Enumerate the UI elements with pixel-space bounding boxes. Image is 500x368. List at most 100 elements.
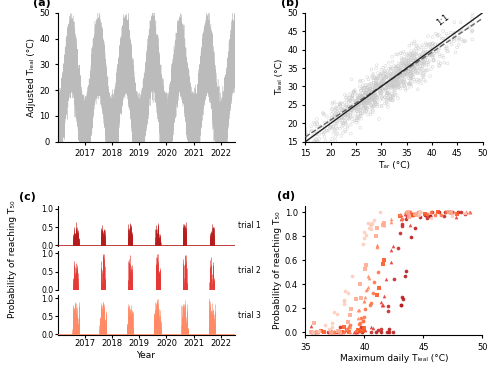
Point [425, 41, 433, 47]
Point [442, 209, 450, 215]
Point [389, 92, 397, 98]
Point [447, 209, 455, 215]
Point [420, 56, 428, 61]
Point [408, 73, 416, 79]
Point [357, 100, 365, 106]
Point [385, 84, 393, 90]
Point [429, 40, 437, 46]
Point [346, 312, 354, 318]
Point [313, 116, 321, 122]
Point [365, 95, 373, 101]
Point [362, 101, 370, 107]
Point [406, 62, 414, 68]
Point [302, 138, 310, 144]
Point [407, 72, 415, 78]
Point [353, 92, 361, 98]
Point [446, 39, 454, 45]
Point [407, 81, 415, 87]
Point [326, 124, 334, 130]
Point [400, 72, 408, 78]
Point [394, 85, 402, 91]
Point [382, 87, 390, 93]
Point [326, 139, 334, 145]
Point [373, 62, 381, 68]
Point [402, 58, 410, 64]
Point [410, 54, 418, 60]
Point [401, 64, 409, 70]
Point [408, 69, 416, 75]
Point [396, 69, 404, 75]
Point [435, 209, 443, 215]
Point [374, 77, 382, 83]
Point [397, 50, 405, 56]
Point [392, 77, 400, 83]
Point [415, 78, 423, 84]
Point [329, 109, 337, 115]
Point [393, 92, 401, 98]
Point [358, 329, 366, 335]
Point [444, 209, 452, 215]
Point [356, 111, 364, 117]
Point [320, 123, 328, 129]
Point [406, 70, 414, 76]
Point [435, 62, 443, 68]
Point [307, 329, 315, 335]
Point [405, 57, 413, 63]
Point [368, 102, 376, 107]
Point [426, 40, 434, 46]
Point [357, 112, 365, 117]
Point [360, 93, 368, 99]
Point [370, 279, 378, 285]
Point [393, 74, 401, 80]
X-axis label: Year: Year [136, 351, 156, 360]
Point [350, 329, 358, 335]
Point [407, 75, 415, 81]
Point [450, 38, 458, 44]
Point [428, 44, 436, 50]
Point [382, 85, 390, 91]
Point [372, 66, 380, 71]
Point [320, 111, 328, 117]
Point [426, 53, 434, 59]
Point [357, 100, 365, 106]
Point [368, 95, 376, 100]
Y-axis label: Adjusted Tₗₑₐₗ (°C): Adjusted Tₗₑₐₗ (°C) [28, 38, 36, 117]
Point [344, 103, 352, 109]
Point [387, 72, 395, 78]
Point [468, 29, 475, 35]
Point [362, 98, 370, 104]
Point [434, 32, 442, 38]
Point [402, 268, 410, 274]
Point [346, 306, 354, 312]
Point [394, 74, 402, 80]
Point [376, 85, 384, 91]
Point [341, 107, 349, 113]
Point [341, 118, 349, 124]
Point [364, 97, 372, 103]
Point [372, 83, 380, 89]
Point [378, 86, 386, 92]
Point [389, 75, 397, 81]
Point [361, 108, 369, 114]
Point [372, 96, 380, 102]
Point [354, 102, 362, 108]
Point [316, 124, 324, 130]
Point [432, 49, 440, 55]
Point [364, 286, 372, 291]
Point [350, 89, 358, 95]
Point [338, 124, 346, 130]
Point [400, 51, 408, 57]
Point [394, 63, 402, 69]
Point [344, 115, 352, 121]
Point [347, 131, 355, 137]
Point [355, 100, 363, 106]
Point [352, 108, 360, 114]
Point [382, 79, 390, 85]
Point [456, 35, 464, 41]
Point [338, 115, 346, 121]
Point [428, 46, 436, 52]
Point [436, 46, 444, 52]
Point [440, 40, 448, 46]
Point [372, 84, 380, 90]
Point [441, 35, 449, 41]
